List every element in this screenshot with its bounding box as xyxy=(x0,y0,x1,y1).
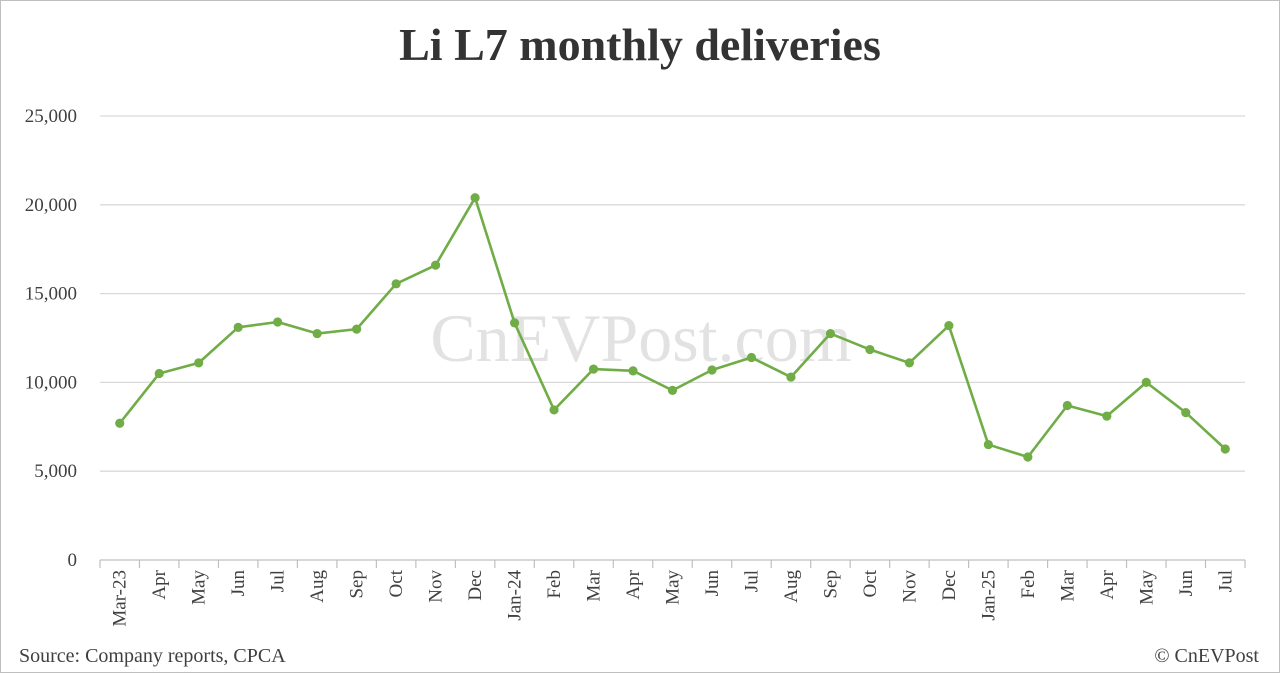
x-tick-label: Mar xyxy=(1057,569,1078,601)
x-tick-label: Dec xyxy=(939,570,960,601)
y-tick-label: 15,000 xyxy=(25,284,77,305)
data-point xyxy=(273,317,283,327)
data-point xyxy=(1062,400,1072,411)
data-point xyxy=(1220,444,1230,454)
data-point xyxy=(352,324,362,334)
data-point xyxy=(154,368,164,379)
watermark: CnEVPost.com xyxy=(430,300,851,376)
x-tick-label: May xyxy=(663,570,684,605)
x-tick-label: Sep xyxy=(820,570,841,599)
data-point xyxy=(865,344,875,355)
data-point xyxy=(431,260,441,270)
data-point xyxy=(1023,452,1033,462)
x-tick-label: Mar-23 xyxy=(110,570,131,627)
data-point xyxy=(1102,411,1112,421)
data-point xyxy=(786,372,796,382)
x-tick-label: Nov xyxy=(899,570,920,603)
chart-title: Li L7 monthly deliveries xyxy=(399,19,881,70)
y-tick-label: 0 xyxy=(68,550,78,571)
x-tick-label: Apr xyxy=(623,569,644,599)
data-point xyxy=(707,365,717,375)
x-tick-label: Jul xyxy=(268,570,289,592)
data-point xyxy=(667,385,678,395)
x-tick-label: Apr xyxy=(149,569,170,599)
data-point xyxy=(391,279,401,289)
y-tick-label: 20,000 xyxy=(25,195,77,216)
x-tick-label: Sep xyxy=(347,570,368,599)
data-point xyxy=(115,418,125,428)
x-tick-label: Jan-25 xyxy=(978,570,999,621)
x-tick-label: Jan-24 xyxy=(505,570,526,621)
y-tick-label: 10,000 xyxy=(25,372,77,393)
data-point xyxy=(944,320,954,331)
x-tick-label: Jun xyxy=(1176,570,1197,597)
x-tick-label: Jun xyxy=(228,570,249,597)
x-tick-label: Oct xyxy=(386,569,407,597)
y-tick-label: 5,000 xyxy=(34,461,77,482)
data-point xyxy=(1181,407,1191,418)
data-point xyxy=(825,328,836,339)
x-tick-label: Jul xyxy=(741,570,762,592)
x-tick-label: Mar xyxy=(584,569,605,601)
x-tick-label: Dec xyxy=(465,570,486,601)
data-point xyxy=(1141,377,1151,387)
data-point xyxy=(588,364,599,374)
data-point xyxy=(904,358,914,368)
x-tick-label: Apr xyxy=(1097,569,1118,599)
data-point xyxy=(746,352,757,363)
x-tick-label: Feb xyxy=(1018,570,1039,599)
x-tick-label: Feb xyxy=(544,570,565,599)
data-point xyxy=(509,318,520,328)
data-point xyxy=(549,405,559,415)
x-tick-label: Jun xyxy=(702,570,723,597)
y-tick-label: 25,000 xyxy=(25,106,77,127)
x-tick-label: Aug xyxy=(307,570,328,603)
x-tick-label: Nov xyxy=(426,570,447,603)
data-point xyxy=(233,322,243,332)
data-point xyxy=(470,193,480,203)
x-tick-label: Aug xyxy=(781,570,802,603)
source-note: Source: Company reports, CPCA xyxy=(19,645,286,667)
x-tick-label: Jul xyxy=(1215,570,1236,592)
x-tick-label: May xyxy=(1136,570,1157,605)
copyright-note: © CnEVPost xyxy=(1154,645,1259,667)
x-tick-label: May xyxy=(189,570,210,605)
x-tick-label: Oct xyxy=(860,569,881,597)
data-point xyxy=(312,328,322,339)
data-point xyxy=(194,358,204,368)
data-point xyxy=(983,439,993,450)
data-point xyxy=(628,366,638,376)
